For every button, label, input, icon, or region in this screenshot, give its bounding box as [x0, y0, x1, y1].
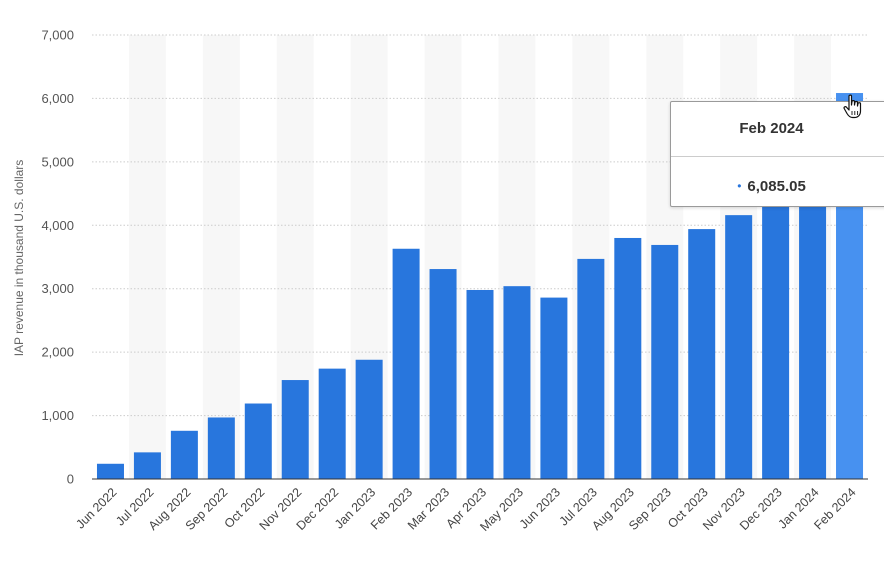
tooltip-value: 6,085.05 [747, 178, 806, 195]
y-tick-label: 5,000 [41, 154, 74, 169]
bar[interactable] [281, 380, 309, 479]
y-tick-label: 6,000 [41, 91, 74, 106]
bar[interactable] [503, 286, 531, 479]
tooltip-series-dot: • [737, 179, 742, 193]
column-band [202, 35, 240, 479]
bar[interactable] [725, 215, 753, 479]
bar[interactable] [207, 417, 235, 479]
y-tick-label: 0 [67, 472, 74, 487]
bar[interactable] [799, 204, 827, 479]
bar[interactable] [614, 237, 642, 479]
bar[interactable] [577, 258, 605, 479]
bar[interactable] [688, 229, 716, 479]
y-axis-ticks: 0 1,000 2,000 3,000 4,000 5,000 6,000 7,000 [41, 28, 74, 487]
column-band [128, 35, 166, 479]
bar[interactable] [429, 269, 457, 479]
x-tick-label: Jun 2022 [73, 485, 119, 531]
bar[interactable] [244, 403, 272, 479]
tooltip-body: • 6,085.05 [671, 157, 884, 207]
bar[interactable] [466, 289, 494, 479]
bar[interactable] [170, 430, 198, 479]
bar[interactable] [762, 206, 790, 480]
y-tick-label: 1,000 [41, 408, 74, 423]
y-axis-title: IAP revenue in thousand U.S. dollars [12, 160, 26, 357]
y-tick-label: 4,000 [41, 218, 74, 233]
bar[interactable] [540, 297, 568, 479]
tooltip-title: Feb 2024 [671, 102, 884, 157]
y-tick-label: 2,000 [41, 345, 74, 360]
y-tick-label: 7,000 [41, 28, 74, 43]
y-tick-label: 3,000 [41, 281, 74, 296]
x-tick-label: Jun 2023 [517, 485, 563, 531]
bar[interactable] [651, 244, 679, 479]
tooltip: Feb 2024 • 6,085.05 [670, 101, 884, 207]
bar[interactable] [355, 359, 383, 479]
bar[interactable] [318, 368, 346, 479]
bar[interactable] [133, 452, 161, 479]
bars [96, 93, 864, 480]
bar[interactable] [96, 463, 124, 479]
bar[interactable] [392, 248, 420, 479]
hand-pointer-icon [843, 94, 862, 119]
